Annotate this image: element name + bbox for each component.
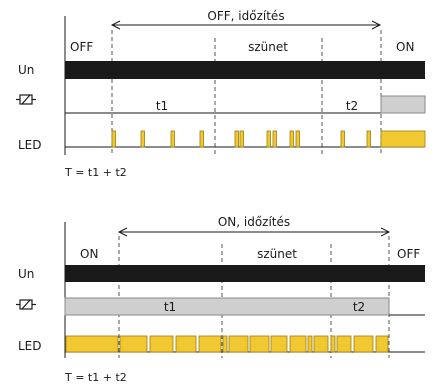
led-pulse	[140, 130, 145, 148]
led-pulse	[170, 130, 175, 148]
relay-coil-icon	[16, 299, 36, 310]
row-label-un: Un	[18, 267, 34, 281]
row-label-un: Un	[18, 63, 34, 77]
span-label: OFF, időzítés	[207, 9, 284, 23]
led-pulse	[330, 335, 336, 353]
row-label-led: LED	[18, 339, 42, 353]
led-pulse	[222, 335, 228, 353]
led-steady-on	[380, 130, 426, 148]
relay-state-on	[380, 95, 426, 114]
led-pulse	[234, 130, 239, 148]
span-arrow-left-head	[110, 20, 121, 30]
interval-label-t2: t2	[346, 99, 358, 113]
led-pulse	[340, 130, 345, 148]
state-label-right: ON	[396, 40, 414, 54]
span-arrow-left-head	[117, 227, 128, 237]
state-label-left: ON	[80, 247, 98, 261]
state-label-pause: szünet	[257, 247, 297, 261]
led-pulse	[289, 130, 294, 148]
led-pulse	[239, 130, 244, 148]
timing-diagram-on-delay: ON, időzítés ON szünet OFF Un t1 t2 LED …	[16, 215, 425, 384]
led-pulse	[366, 130, 371, 148]
led-pulse	[119, 335, 148, 353]
interval-label-t2: t2	[353, 300, 365, 314]
supply-voltage-bar	[65, 265, 425, 282]
led-pulses	[65, 335, 389, 353]
led-pulse	[270, 335, 288, 353]
interval-label-t1: t1	[164, 300, 176, 314]
led-pulse	[228, 335, 249, 353]
led-pulse	[353, 335, 374, 353]
led-pulse	[375, 335, 389, 353]
led-pulse	[65, 335, 119, 353]
relay-state-on	[64, 297, 390, 316]
span-arrow-right-head	[371, 20, 382, 30]
span-label: ON, időzítés	[218, 215, 290, 229]
led-pulse	[266, 130, 271, 148]
timing-diagram-off-delay: OFF, időzítés OFF szünet ON Un t1 t2 LED	[16, 9, 426, 179]
led-pulse	[149, 335, 174, 353]
led-pulse	[249, 335, 270, 353]
state-label-right: OFF	[397, 247, 420, 261]
led-pulse	[336, 335, 352, 353]
formula: T = t1 + t2	[64, 371, 127, 384]
led-pulse	[295, 130, 300, 148]
led-pulse	[272, 130, 277, 148]
led-pulse	[198, 335, 222, 353]
interval-label-t1: t1	[156, 99, 168, 113]
state-label-pause: szünet	[248, 40, 288, 54]
span-arrow-right-head	[380, 227, 391, 237]
supply-voltage-bar	[65, 61, 425, 79]
led-pulse	[313, 335, 329, 353]
led-pulse	[289, 335, 307, 353]
row-label-led: LED	[18, 138, 42, 152]
led-pulse	[175, 335, 197, 353]
led-pulse	[111, 130, 116, 148]
led-pulse	[307, 335, 313, 353]
led-pulses	[111, 130, 371, 148]
state-label-left: OFF	[70, 40, 93, 54]
formula: T = t1 + t2	[64, 166, 127, 179]
led-pulse	[199, 130, 204, 148]
relay-coil-icon	[16, 94, 36, 105]
